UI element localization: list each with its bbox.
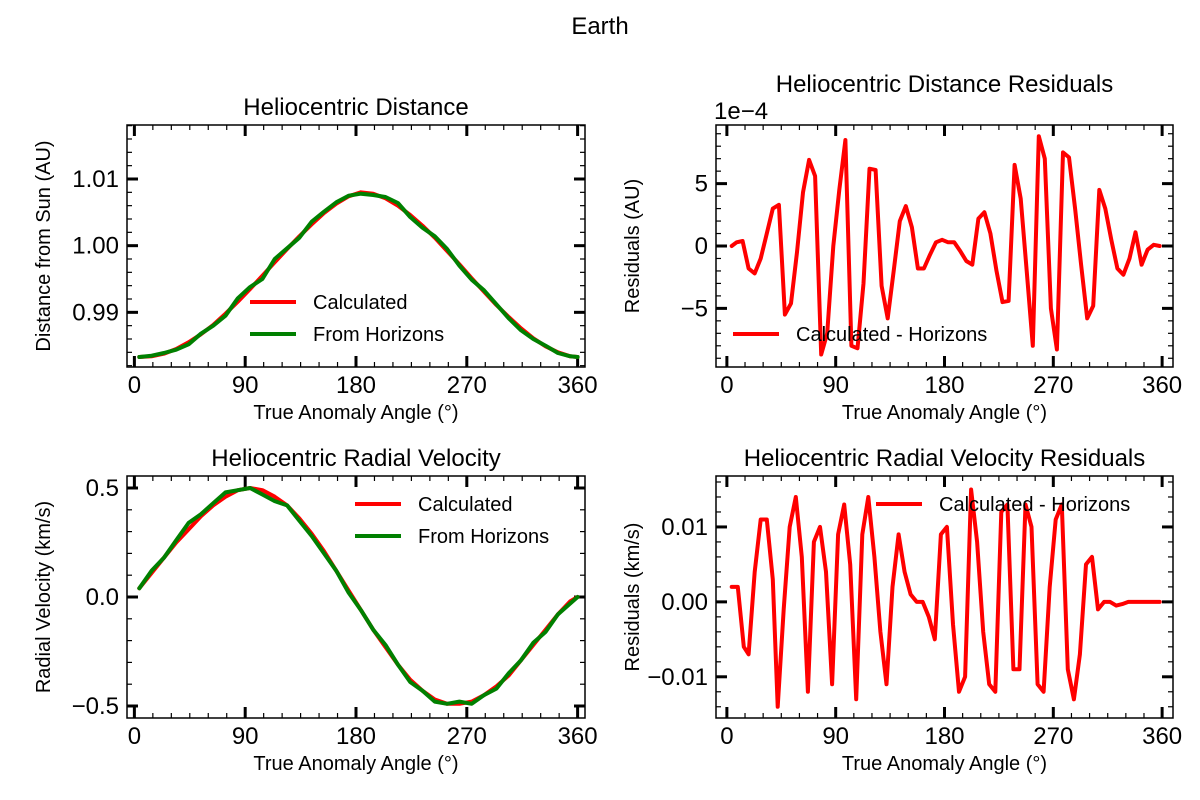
x-tick-label: 180: [336, 723, 376, 750]
y-tick-label: 1.00: [72, 233, 119, 260]
figure-title: Earth: [571, 13, 628, 40]
x-axis-label: True Anomaly Angle (°): [842, 753, 1047, 775]
legend-entry: Calculated - Horizons: [796, 324, 987, 346]
legend-entry: Calculated: [418, 494, 513, 516]
x-tick-label: 270: [447, 372, 487, 399]
x-tick-label: 180: [924, 723, 964, 750]
y-tick-label: 0.0: [86, 584, 119, 611]
x-axis-label: True Anomaly Angle (°): [253, 753, 458, 775]
x-tick-label: 90: [822, 372, 849, 399]
series-line-second: [137, 486, 580, 706]
x-tick-label: 90: [822, 723, 849, 750]
x-tick-label: 0: [720, 372, 733, 399]
y-tick-label: −0.5: [72, 693, 119, 720]
legend-entry: From Horizons: [418, 526, 549, 548]
chart-title: Heliocentric Distance Residuals: [776, 71, 1113, 98]
legend-entry: From Horizons: [313, 324, 444, 346]
legend-entry: Calculated: [313, 292, 408, 314]
chart-title: Heliocentric Distance: [243, 94, 468, 121]
x-tick-label: 270: [447, 723, 487, 750]
x-tick-label: 0: [128, 372, 141, 399]
x-tick-label: 360: [1142, 372, 1182, 399]
y-tick-label: −5: [681, 295, 708, 322]
x-tick-label: 180: [924, 372, 964, 399]
x-tick-label: 360: [558, 372, 598, 399]
x-tick-label: 270: [1033, 372, 1073, 399]
y-tick-label: 0.5: [86, 475, 119, 502]
series-line-second: [137, 191, 580, 359]
legend-entry: Calculated - Horizons: [939, 494, 1130, 516]
plot-frame: [126, 475, 586, 719]
x-tick-label: 90: [232, 372, 259, 399]
x-tick-label: 270: [1033, 723, 1073, 750]
chart-distance: 0 90 180 270 360 0.99 1.00 1.01 Heliocentric Dis…: [33, 94, 598, 424]
y-tick-label: 0.01: [661, 514, 708, 541]
legend: Calculated From Horizons: [355, 494, 549, 548]
x-tick-label: 180: [336, 372, 376, 399]
chart-title: Heliocentric Radial Velocity: [211, 445, 500, 472]
y-tick-label: −0.01: [647, 664, 708, 691]
y-axis-label: Distance from Sun (AU): [33, 140, 55, 351]
series-line-first: [729, 487, 1162, 709]
legend: Calculated From Horizons: [250, 292, 444, 346]
x-axis-label: True Anomaly Angle (°): [253, 402, 458, 424]
chart-distance-residuals: 0 90 180 270 360 −5 0 5 Heliocentric Distance Re…: [622, 71, 1182, 424]
y-axis-label: Residuals (km/s): [622, 523, 644, 672]
y-axis-label: Radial Velocity (km/s): [33, 501, 55, 693]
x-tick-label: 90: [232, 723, 259, 750]
x-tick-label: 360: [558, 723, 598, 750]
y-tick-label: 0: [695, 233, 708, 260]
chart-radial-velocity: 0 90 180 270 360 −0.5 0.0 0.5 Heliocentric Radia…: [33, 445, 598, 775]
x-tick-label: 0: [720, 723, 733, 750]
axis-offset-text: 1e−4: [714, 98, 768, 125]
chart-radial-velocity-residuals: 0 90 180 270 360 −0.01 0.00 0.01 Heliocentric Ra…: [622, 445, 1182, 775]
y-tick-label: 0.99: [72, 299, 119, 326]
y-tick-label: 1.01: [72, 166, 119, 193]
y-axis-label: Residuals (AU): [622, 179, 644, 313]
y-tick-label: 5: [695, 171, 708, 198]
y-tick-label: 0.00: [661, 589, 708, 616]
chart-title: Heliocentric Radial Velocity Residuals: [744, 445, 1146, 472]
series-line-first: [729, 134, 1162, 357]
x-tick-label: 0: [128, 723, 141, 750]
legend: Calculated - Horizons: [733, 324, 987, 346]
x-axis-label: True Anomaly Angle (°): [842, 402, 1047, 424]
legend: Calculated - Horizons: [876, 494, 1130, 516]
x-tick-label: 360: [1142, 723, 1182, 750]
